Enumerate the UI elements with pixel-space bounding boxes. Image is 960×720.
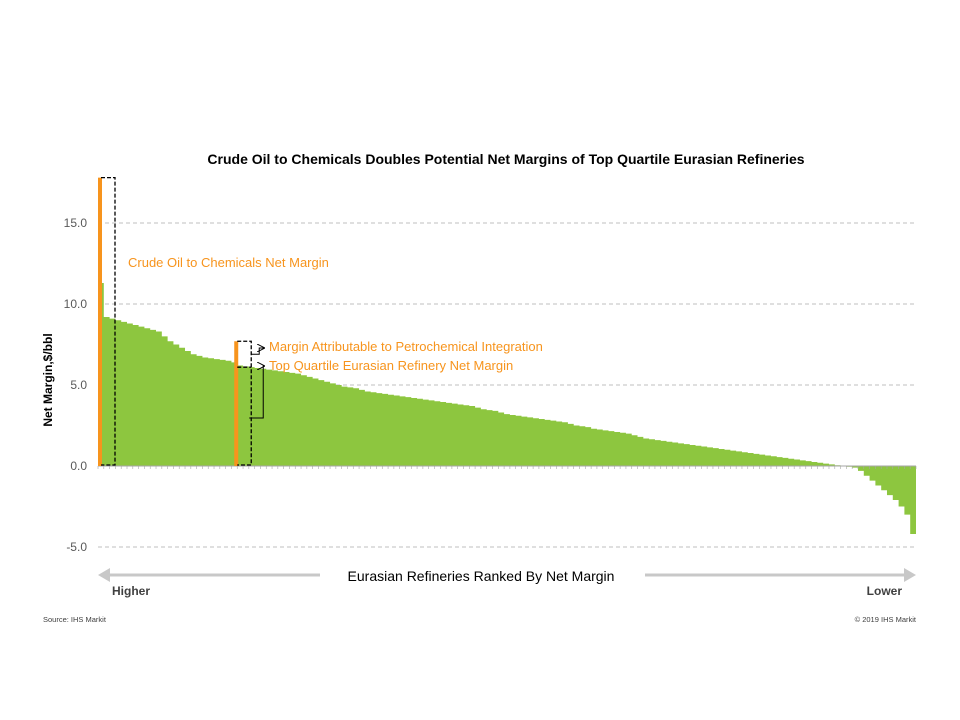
y-tick-label: -5.0 xyxy=(66,540,87,554)
x-axis-label: Eurasian Refineries Ranked By Net Margin xyxy=(348,568,615,584)
highlight-bar-top-quartile xyxy=(234,341,239,466)
y-tick-label: 10.0 xyxy=(64,297,88,311)
y-axis-label: Net Margin,$/bbl xyxy=(41,333,55,426)
bracket-top-quartile xyxy=(237,340,252,466)
direction-label-higher: Higher xyxy=(112,584,150,598)
annotation-crude-to-chemicals: Crude Oil to Chemicals Net Margin xyxy=(128,255,329,270)
chart-title: Crude Oil to Chemicals Doubles Potential… xyxy=(207,151,804,167)
connector-petchem-integration xyxy=(251,348,264,355)
connector-top-quartile xyxy=(249,366,264,419)
highlight-layer xyxy=(98,176,264,466)
area-layer xyxy=(98,282,916,535)
annotation-petchem-integration: Margin Attributable to Petrochemical Int… xyxy=(269,339,543,354)
copyright-note: © 2019 IHS Markit xyxy=(855,615,917,624)
y-tick-label: 0.0 xyxy=(70,459,87,473)
zero-layer xyxy=(97,465,917,469)
y-tick-label: 5.0 xyxy=(70,378,87,392)
y-tick-labels: -5.0 0.0 5.0 10.0 15.0 xyxy=(64,216,88,554)
source-note: Source: IHS Markit xyxy=(43,615,107,624)
net-margin-area xyxy=(98,282,916,535)
direction-label-lower: Lower xyxy=(867,584,903,598)
annotation-top-quartile: Top Quartile Eurasian Refinery Net Margi… xyxy=(269,358,513,373)
bracket-crude-to-chemicals xyxy=(101,176,116,466)
y-tick-label: 15.0 xyxy=(64,216,88,230)
highlight-bar-crude-to-chemicals xyxy=(98,177,102,466)
direction-arrow xyxy=(98,568,916,582)
